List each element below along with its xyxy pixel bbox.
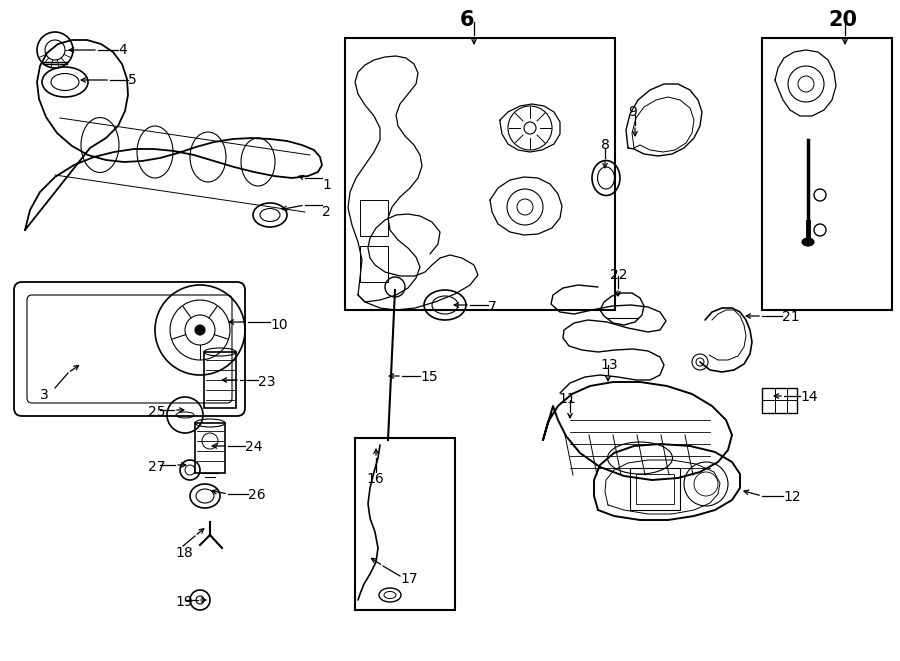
Text: 8: 8 (601, 138, 610, 152)
Bar (204, 352, 236, 408)
Text: 17: 17 (400, 572, 418, 586)
Text: 1: 1 (322, 178, 331, 192)
Text: 3: 3 (40, 388, 49, 402)
Bar (762, 388, 797, 413)
Text: 16: 16 (366, 472, 383, 486)
Text: 26: 26 (248, 488, 266, 502)
Bar (360, 246, 388, 282)
Text: 14: 14 (800, 390, 817, 404)
Text: 12: 12 (783, 490, 801, 504)
Circle shape (195, 325, 205, 335)
Bar (355, 438, 455, 610)
Text: 9: 9 (628, 105, 637, 119)
Text: 2: 2 (322, 205, 331, 219)
Text: 15: 15 (420, 370, 437, 384)
Text: 5: 5 (128, 73, 137, 87)
Bar (360, 200, 388, 236)
Text: 25: 25 (148, 405, 166, 419)
Text: 11: 11 (558, 392, 576, 406)
Text: 22: 22 (610, 268, 627, 282)
Bar (762, 38, 892, 310)
Text: 27: 27 (148, 460, 166, 474)
Bar (195, 423, 225, 473)
Text: 19: 19 (175, 595, 193, 609)
Bar (630, 468, 680, 510)
Bar (345, 38, 615, 310)
Ellipse shape (802, 238, 814, 246)
Text: 20: 20 (828, 10, 857, 30)
Text: 13: 13 (600, 358, 617, 372)
Text: 24: 24 (245, 440, 263, 454)
Text: 6: 6 (460, 10, 474, 30)
Text: 21: 21 (782, 310, 799, 324)
Text: 4: 4 (118, 43, 127, 57)
Text: 7: 7 (488, 300, 497, 314)
Text: 10: 10 (270, 318, 288, 332)
Text: 18: 18 (175, 546, 193, 560)
Bar (636, 474, 674, 504)
Text: 23: 23 (258, 375, 275, 389)
